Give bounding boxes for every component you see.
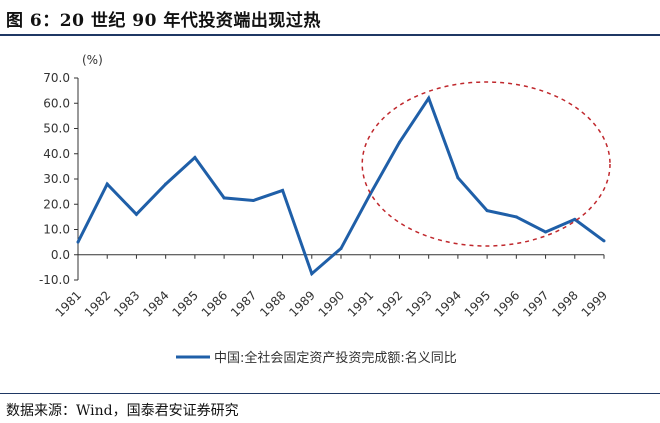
data-point <box>251 198 255 202</box>
x-tick-label: 1983 <box>111 288 142 319</box>
bottom-rule <box>0 393 660 394</box>
highlight-ellipse <box>361 81 611 247</box>
source-note: 数据来源：Wind，国泰君安证券研究 <box>6 403 239 419</box>
x-tick-label: 1998 <box>549 288 580 319</box>
y-tick-label: 10.0 <box>43 223 70 237</box>
data-point <box>164 182 168 186</box>
data-point <box>193 156 197 160</box>
data-points <box>76 96 606 276</box>
data-point <box>310 272 314 276</box>
data-point <box>134 212 138 216</box>
x-tick-label: 1996 <box>491 288 522 319</box>
data-point <box>281 188 285 192</box>
x-tick-label: 1984 <box>140 288 171 319</box>
x-tick-label: 1985 <box>170 288 201 319</box>
x-tick-label: 1991 <box>345 288 376 319</box>
data-point <box>368 192 372 196</box>
x-tick-label: 1988 <box>257 288 288 319</box>
data-point <box>339 246 343 250</box>
x-tick-label: 1993 <box>403 288 434 319</box>
x-tick-label: 1982 <box>82 288 113 319</box>
data-point <box>76 240 80 244</box>
figure-title: 图 6：20 世纪 90 年代投资端出现过热 <box>6 11 321 31</box>
unit-label: (%) <box>82 53 103 67</box>
y-tick-label: 70.0 <box>43 71 70 85</box>
x-tick-label: 1992 <box>374 288 405 319</box>
x-tick-label: 1994 <box>433 288 464 319</box>
x-tick-label: 1981 <box>53 288 84 319</box>
x-tick-label: 1995 <box>462 288 493 319</box>
x-tick-label: 1997 <box>520 288 551 319</box>
y-axis-ticks: -10.0 0.0 10.0 20.0 30.0 40.0 50.0 60.0 70.0 <box>39 71 78 287</box>
y-tick-label: 60.0 <box>43 96 70 110</box>
y-tick-label: -10.0 <box>39 273 70 287</box>
y-tick-label: 50.0 <box>43 122 70 136</box>
y-tick-label: 30.0 <box>43 172 70 186</box>
data-point <box>222 196 226 200</box>
y-tick-label: 0.0 <box>51 248 70 262</box>
x-tick-label: 1987 <box>228 288 259 319</box>
data-point <box>456 176 460 180</box>
data-point <box>602 239 606 243</box>
x-axis-ticks: 1981198219831984198519861987198819891990… <box>53 254 610 320</box>
legend: 中国:全社会固定资产投资完成额:名义同比 <box>176 350 457 366</box>
x-tick-label: 1989 <box>286 288 317 319</box>
data-point <box>544 230 548 234</box>
x-tick-label: 1990 <box>316 288 347 319</box>
y-tick-label: 20.0 <box>43 197 70 211</box>
data-point <box>573 217 577 221</box>
legend-label: 中国:全社会固定资产投资完成额:名义同比 <box>214 350 457 366</box>
data-point <box>514 215 518 219</box>
x-tick-label: 1999 <box>579 288 610 319</box>
data-point <box>105 182 109 186</box>
data-point <box>485 209 489 213</box>
y-tick-label: 40.0 <box>43 147 70 161</box>
top-rule <box>0 34 660 36</box>
data-point <box>427 96 431 100</box>
x-tick-label: 1986 <box>199 288 230 319</box>
data-point <box>397 140 401 144</box>
line-chart: (%) -10.0 0.0 10.0 20.0 30.0 40.0 50.0 60.0 70.0… <box>39 53 611 366</box>
